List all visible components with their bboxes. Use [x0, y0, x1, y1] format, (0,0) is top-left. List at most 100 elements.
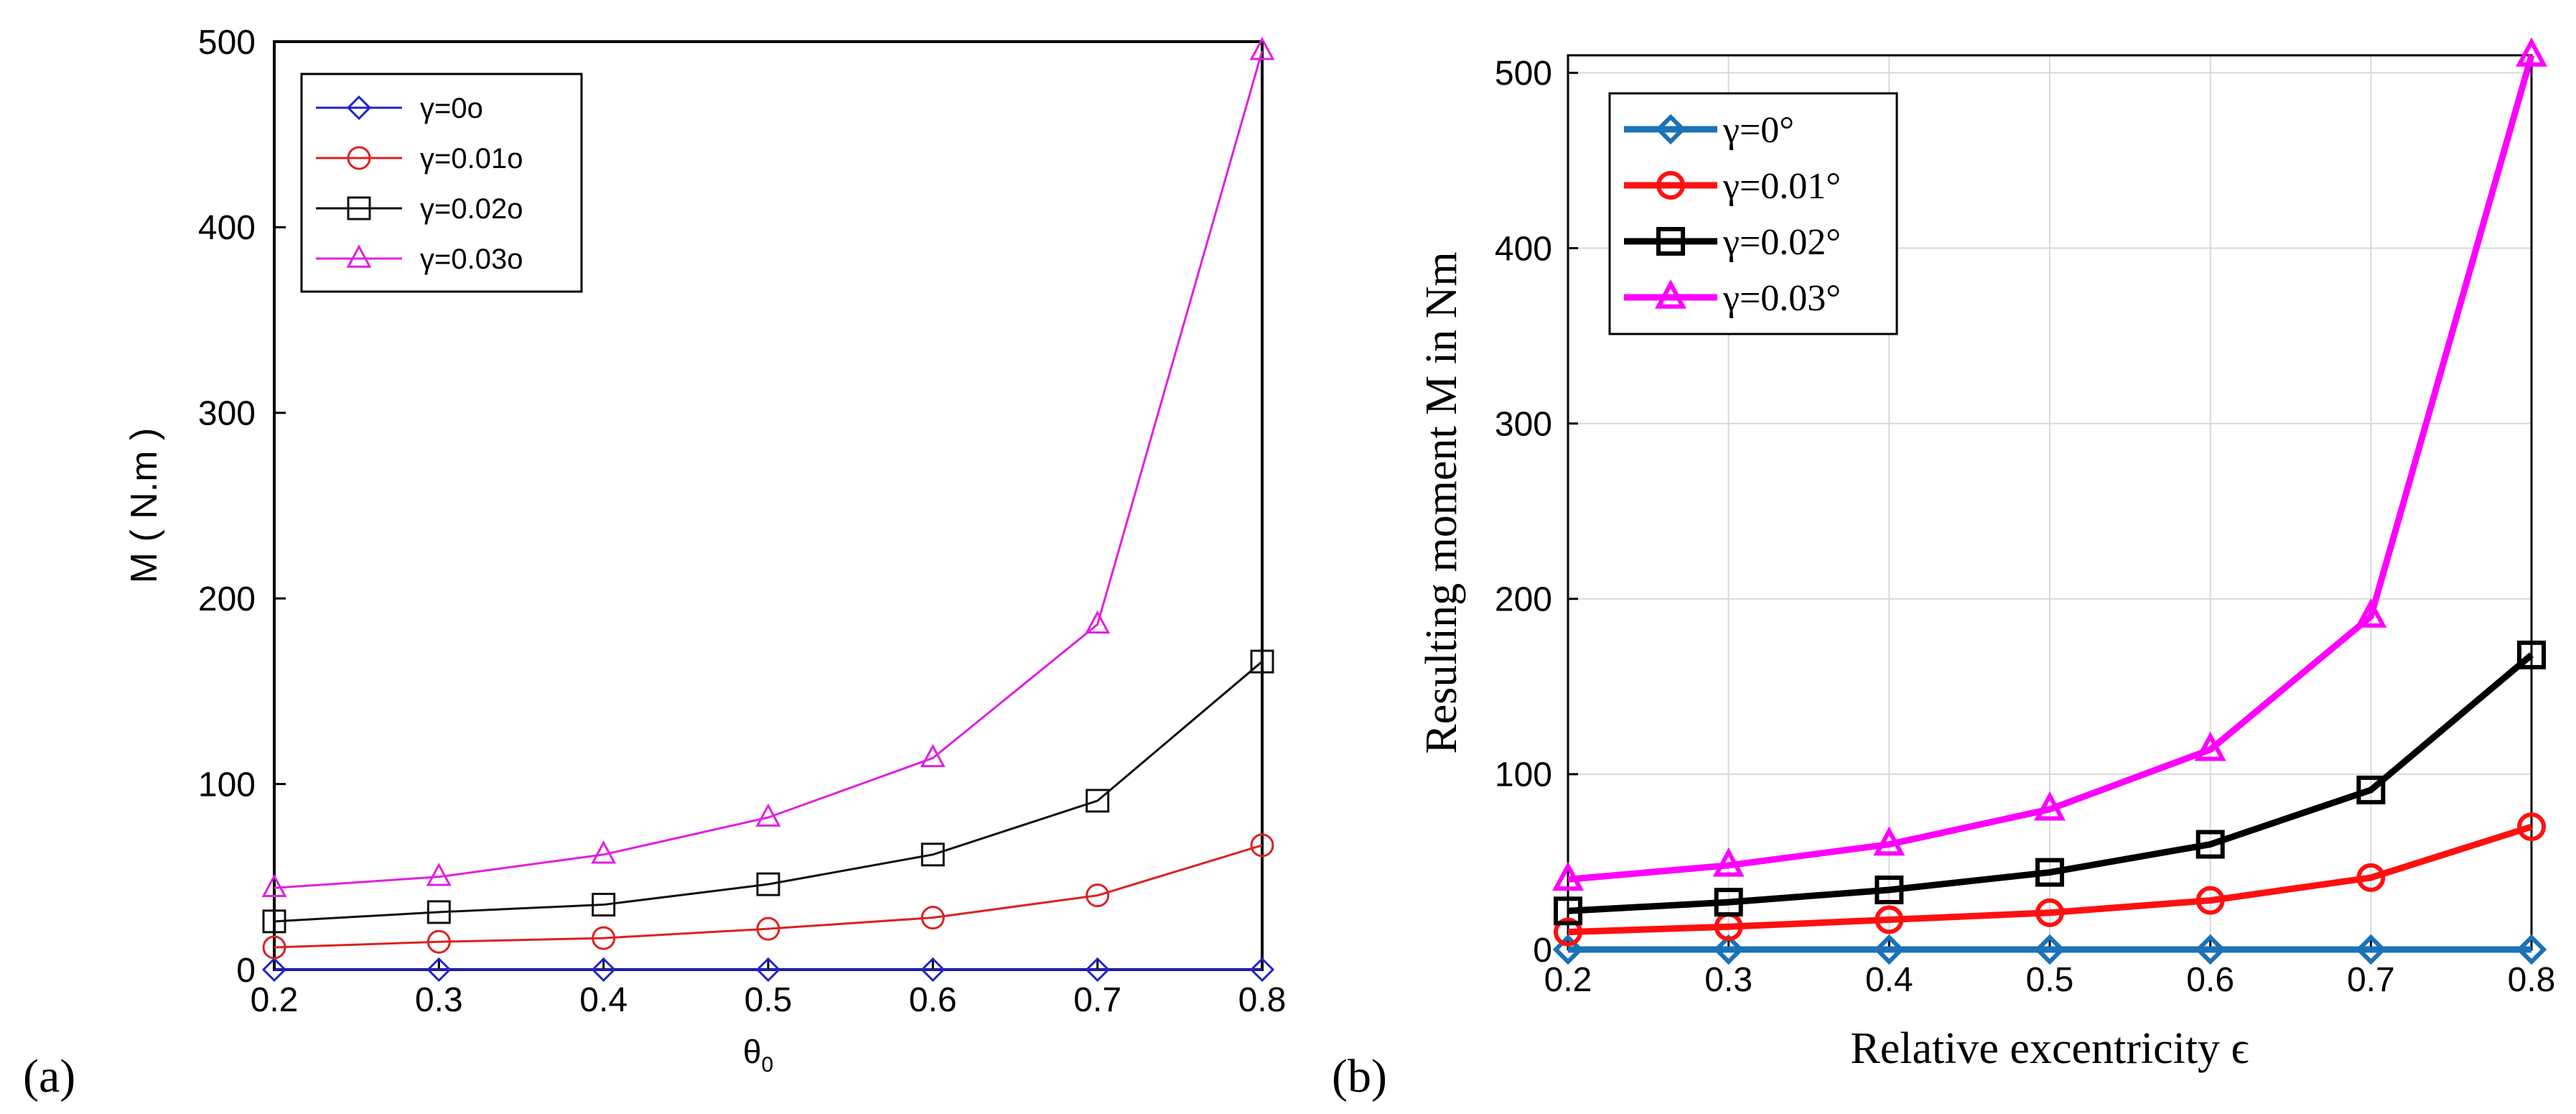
panel-b-legend: γ=0° γ=0.01° γ=0.02° γ=0.03°	[1608, 92, 1898, 335]
panel-a-legend-label-0: γ=0o	[420, 93, 483, 124]
panel-b-x-tick-label: 0.7	[2347, 961, 2395, 999]
panel-a-data-point-2	[1086, 789, 1110, 813]
panel-b-y-tick-label: 200	[1495, 581, 1552, 619]
panel-b-series-line-3	[1567, 54, 2535, 883]
panel-b-data-point-0	[1713, 934, 1744, 965]
panel-a-x-tick-label: 0.6	[909, 981, 957, 1019]
panel-b-data-point-2	[1554, 896, 1582, 926]
panel-a-x-axis-symbol: θ	[743, 1033, 762, 1070]
panel-b-data-point-3	[2194, 731, 2226, 761]
panel-a-y-tick-label: 300	[198, 395, 256, 433]
panel-b-data-point-2	[1714, 888, 1743, 917]
panel-a-data-point-3	[755, 803, 781, 827]
panel-b-legend-box	[1608, 92, 1898, 335]
panel-a-legend-box	[300, 73, 583, 293]
panel-a-data-point-2	[426, 900, 451, 924]
panel-b-legend-marker-3	[1654, 279, 1687, 309]
panel-a-data-point-0	[591, 957, 616, 983]
panel-b-legend-marker-2	[1656, 227, 1685, 256]
panel-a-data-point-3	[591, 840, 617, 864]
panel-b-x-tick-label: 0.6	[2186, 961, 2234, 999]
panel-a-y-tick-label: 0	[236, 952, 256, 990]
panel-b-legend-label-0: γ=0°	[1722, 110, 1794, 151]
panel-a-data-point-3	[1249, 37, 1275, 60]
panel-b-x-tick-label: 0.3	[1704, 961, 1753, 999]
panel-a-series-line-1	[274, 844, 1263, 949]
panel-b-data-point-2	[2517, 640, 2546, 669]
panel-a-data-point-2	[920, 843, 945, 867]
panel-a-data-point-2	[592, 893, 616, 917]
panel-b-data-point-3	[1551, 861, 1585, 891]
panel-b-data-point-1	[2035, 898, 2064, 927]
panel-a-data-point-0	[920, 957, 946, 983]
panel-a-x-tick-label: 0.5	[745, 981, 793, 1019]
panel-b-data-point-0	[2516, 934, 2547, 965]
panel-b-y-tick-label: 400	[1495, 230, 1552, 268]
panel-b-legend-marker-0	[1655, 113, 1686, 145]
panel-a-data-point-1	[1250, 833, 1274, 858]
panel-a-series-line-2	[274, 660, 1263, 923]
panel-b-data-point-2	[2356, 775, 2386, 804]
panel-b-y-axis-label: Resulting moment M in Nm	[1417, 251, 1466, 753]
panel-b-data-point-0	[2034, 934, 2066, 965]
panel-a-x-axis-subscript: 0	[761, 1053, 773, 1077]
panel-a-data-point-1	[426, 929, 451, 954]
panel-b-chart: 0 100 200 300 400 500 0.2 0.3 0.4 0.5 0.6 0.7 0.8 Re…	[1332, 37, 2555, 1103]
panel-a-chart: 0 100 200 300 400 500 0.2 0.3 0.4 0.5 0.6 0.7 0.8 M …	[23, 24, 1286, 1103]
panel-b-x-tick-label: 0.2	[1544, 961, 1592, 999]
panel-b-data-point-0	[1552, 934, 1584, 965]
panel-a-data-point-0	[261, 957, 287, 983]
panel-a-legend-label-1: γ=0.01o	[420, 143, 523, 175]
panel-a-data-point-3	[261, 873, 287, 898]
panel-b-data-point-2	[2035, 858, 2064, 887]
panel-b-data-point-1	[1554, 917, 1582, 947]
panel-a-data-point-0	[426, 957, 452, 983]
panel-b-legend-label-3: γ=0.03°	[1722, 278, 1841, 319]
panel-b-data-point-1	[1875, 905, 1904, 934]
panel-b-data-point-1	[2195, 886, 2225, 915]
panel-a-y-tick-label: 200	[198, 580, 256, 618]
panel-a-y-tick-label: 400	[198, 209, 256, 247]
panel-a-x-axis-label: θ0	[743, 1033, 773, 1077]
panel-a-legend-marker-3	[346, 244, 372, 268]
panel-a-legend-marker-1	[347, 146, 371, 170]
panel-a-legend: γ=0o γ=0.01o γ=0.02o γ=0.03o	[300, 73, 583, 293]
panel-b-data-point-3	[1712, 847, 1745, 877]
panel-a-data-point-1	[920, 906, 945, 930]
panel-a-legend-label-3: γ=0.03o	[420, 243, 523, 275]
panel-a-data-point-2	[756, 872, 780, 896]
panel-b-data-point-0	[2195, 934, 2226, 965]
panel-a-y-tick-label: 100	[198, 766, 256, 804]
panel-a-data-point-0	[1249, 957, 1275, 983]
panel-b-data-point-1	[2356, 863, 2386, 892]
panel-b-x-tick-label: 0.4	[1865, 961, 1913, 999]
panel-b-data-point-3	[2033, 791, 2066, 821]
panel-a-data-point-3	[1085, 610, 1111, 634]
panel-a-x-tick-label: 0.3	[415, 981, 463, 1019]
panel-a-data-point-1	[592, 926, 616, 950]
panel-a-data-point-1	[756, 916, 780, 941]
panel-a-data-point-1	[262, 935, 286, 960]
panel-b-y-tick-label: 500	[1495, 55, 1552, 93]
panel-a-x-tick-label: 0.4	[579, 981, 627, 1019]
panel-a-y-tick-label: 500	[198, 24, 256, 62]
panel-b-data-point-3	[2355, 598, 2387, 628]
panel-a-data-point-2	[1250, 649, 1274, 674]
panel-b-legend-marker-1	[1656, 171, 1685, 200]
panel-a-legend-marker-0	[346, 95, 372, 121]
panel-b-data-point-2	[2195, 830, 2225, 859]
panel-a-x-tick-label: 0.8	[1238, 981, 1287, 1019]
panel-a-data-point-0	[1085, 957, 1110, 983]
panel-b-data-point-1	[2517, 812, 2546, 842]
panel-b-label: (b)	[1332, 1050, 1387, 1103]
panel-b-data-point-2	[1875, 876, 1904, 904]
panel-b-series-line-1	[1567, 823, 2533, 936]
panel-a-data-point-3	[920, 743, 946, 768]
panel-b-data-point-3	[1873, 826, 1905, 856]
panel-b-y-tick-label: 0	[1533, 932, 1552, 970]
panel-b-y-tick-label: 300	[1495, 405, 1552, 443]
panel-a-data-point-2	[262, 909, 286, 934]
panel-b-x-tick-label: 0.5	[2026, 961, 2074, 999]
panel-b-x-axis-label: Relative excentricity ϵ	[1850, 1024, 2249, 1073]
